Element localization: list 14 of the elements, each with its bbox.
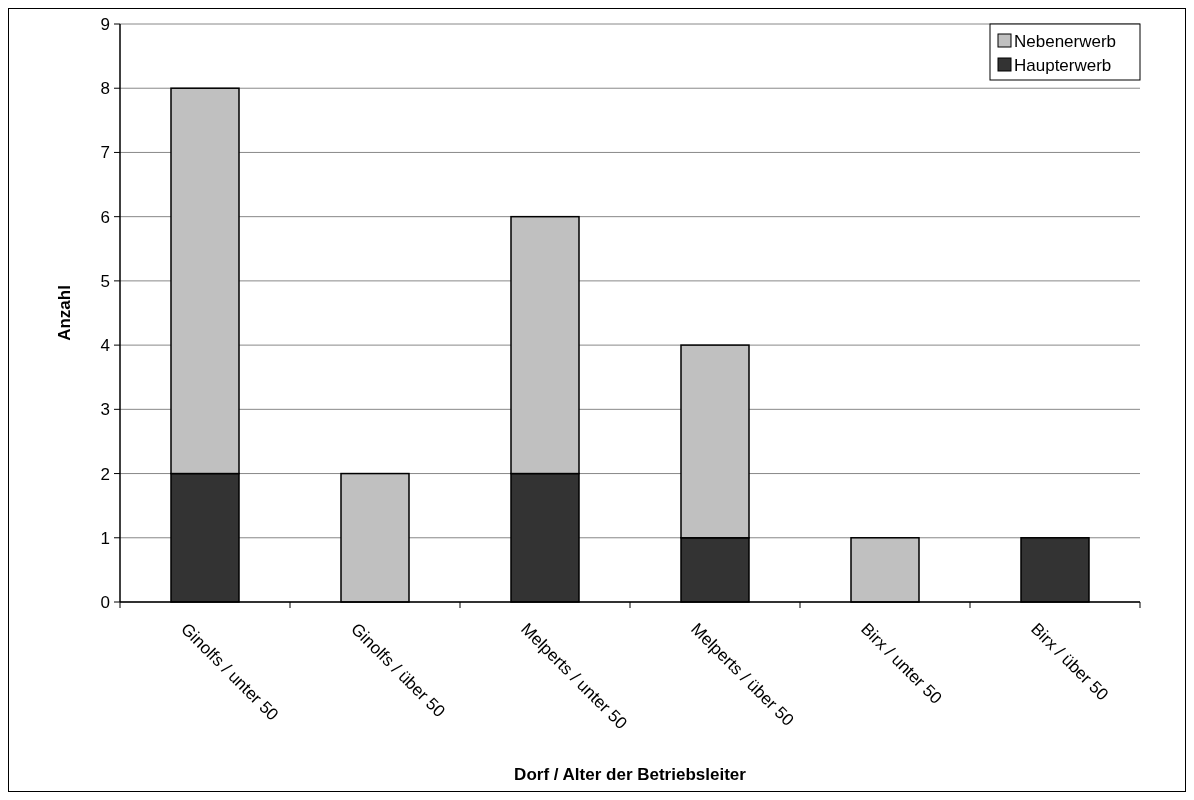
y-tick-label: 5: [100, 271, 110, 291]
y-axis-title: Anzahl: [55, 285, 74, 341]
y-tick-label: 7: [100, 143, 110, 163]
y-tick-label: 2: [100, 464, 110, 484]
y-tick-label: 6: [100, 207, 110, 227]
legend-label: Haupterwerb: [1014, 55, 1112, 75]
x-axis-title: Dorf / Alter der Betriebsleiter: [514, 765, 747, 784]
y-tick-label: 1: [100, 528, 110, 548]
legend-label: Nebenerwerb: [1014, 31, 1117, 51]
y-tick-label: 0: [100, 592, 110, 612]
y-tick-label: 9: [100, 14, 110, 34]
y-tick-label: 4: [100, 336, 110, 356]
y-tick-label: 8: [100, 79, 110, 99]
y-tick-label: 3: [100, 400, 110, 420]
